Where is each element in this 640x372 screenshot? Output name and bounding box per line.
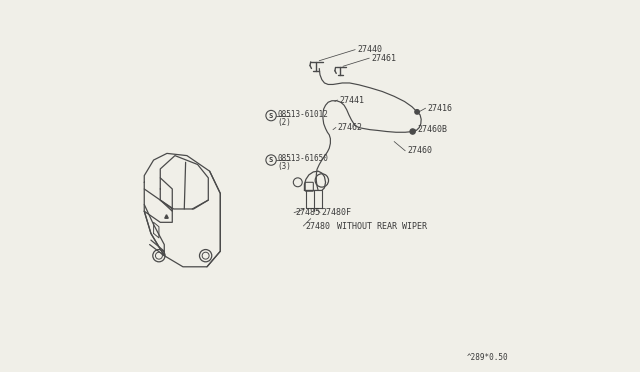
Text: 08513-61012: 08513-61012 [278, 110, 328, 119]
Circle shape [415, 110, 419, 114]
Text: 27441: 27441 [339, 96, 364, 105]
Text: S: S [269, 157, 273, 163]
Text: 27480: 27480 [305, 221, 330, 231]
Text: 27440: 27440 [357, 45, 382, 54]
Text: 27480F: 27480F [322, 208, 352, 217]
Text: 27461: 27461 [371, 54, 396, 62]
Text: ^289*0.50: ^289*0.50 [467, 353, 508, 362]
Text: 27485: 27485 [296, 208, 321, 217]
Text: 27460B: 27460B [417, 125, 447, 134]
Text: (3): (3) [278, 162, 292, 171]
Circle shape [410, 129, 415, 134]
Text: (2): (2) [278, 118, 292, 127]
Text: S: S [269, 113, 273, 119]
Text: WITHOUT REAR WIPER: WITHOUT REAR WIPER [337, 221, 427, 231]
Text: 27462: 27462 [338, 123, 363, 132]
Text: 27460: 27460 [407, 146, 432, 155]
Text: 27416: 27416 [428, 104, 452, 113]
Text: 08513-61650: 08513-61650 [278, 154, 328, 163]
